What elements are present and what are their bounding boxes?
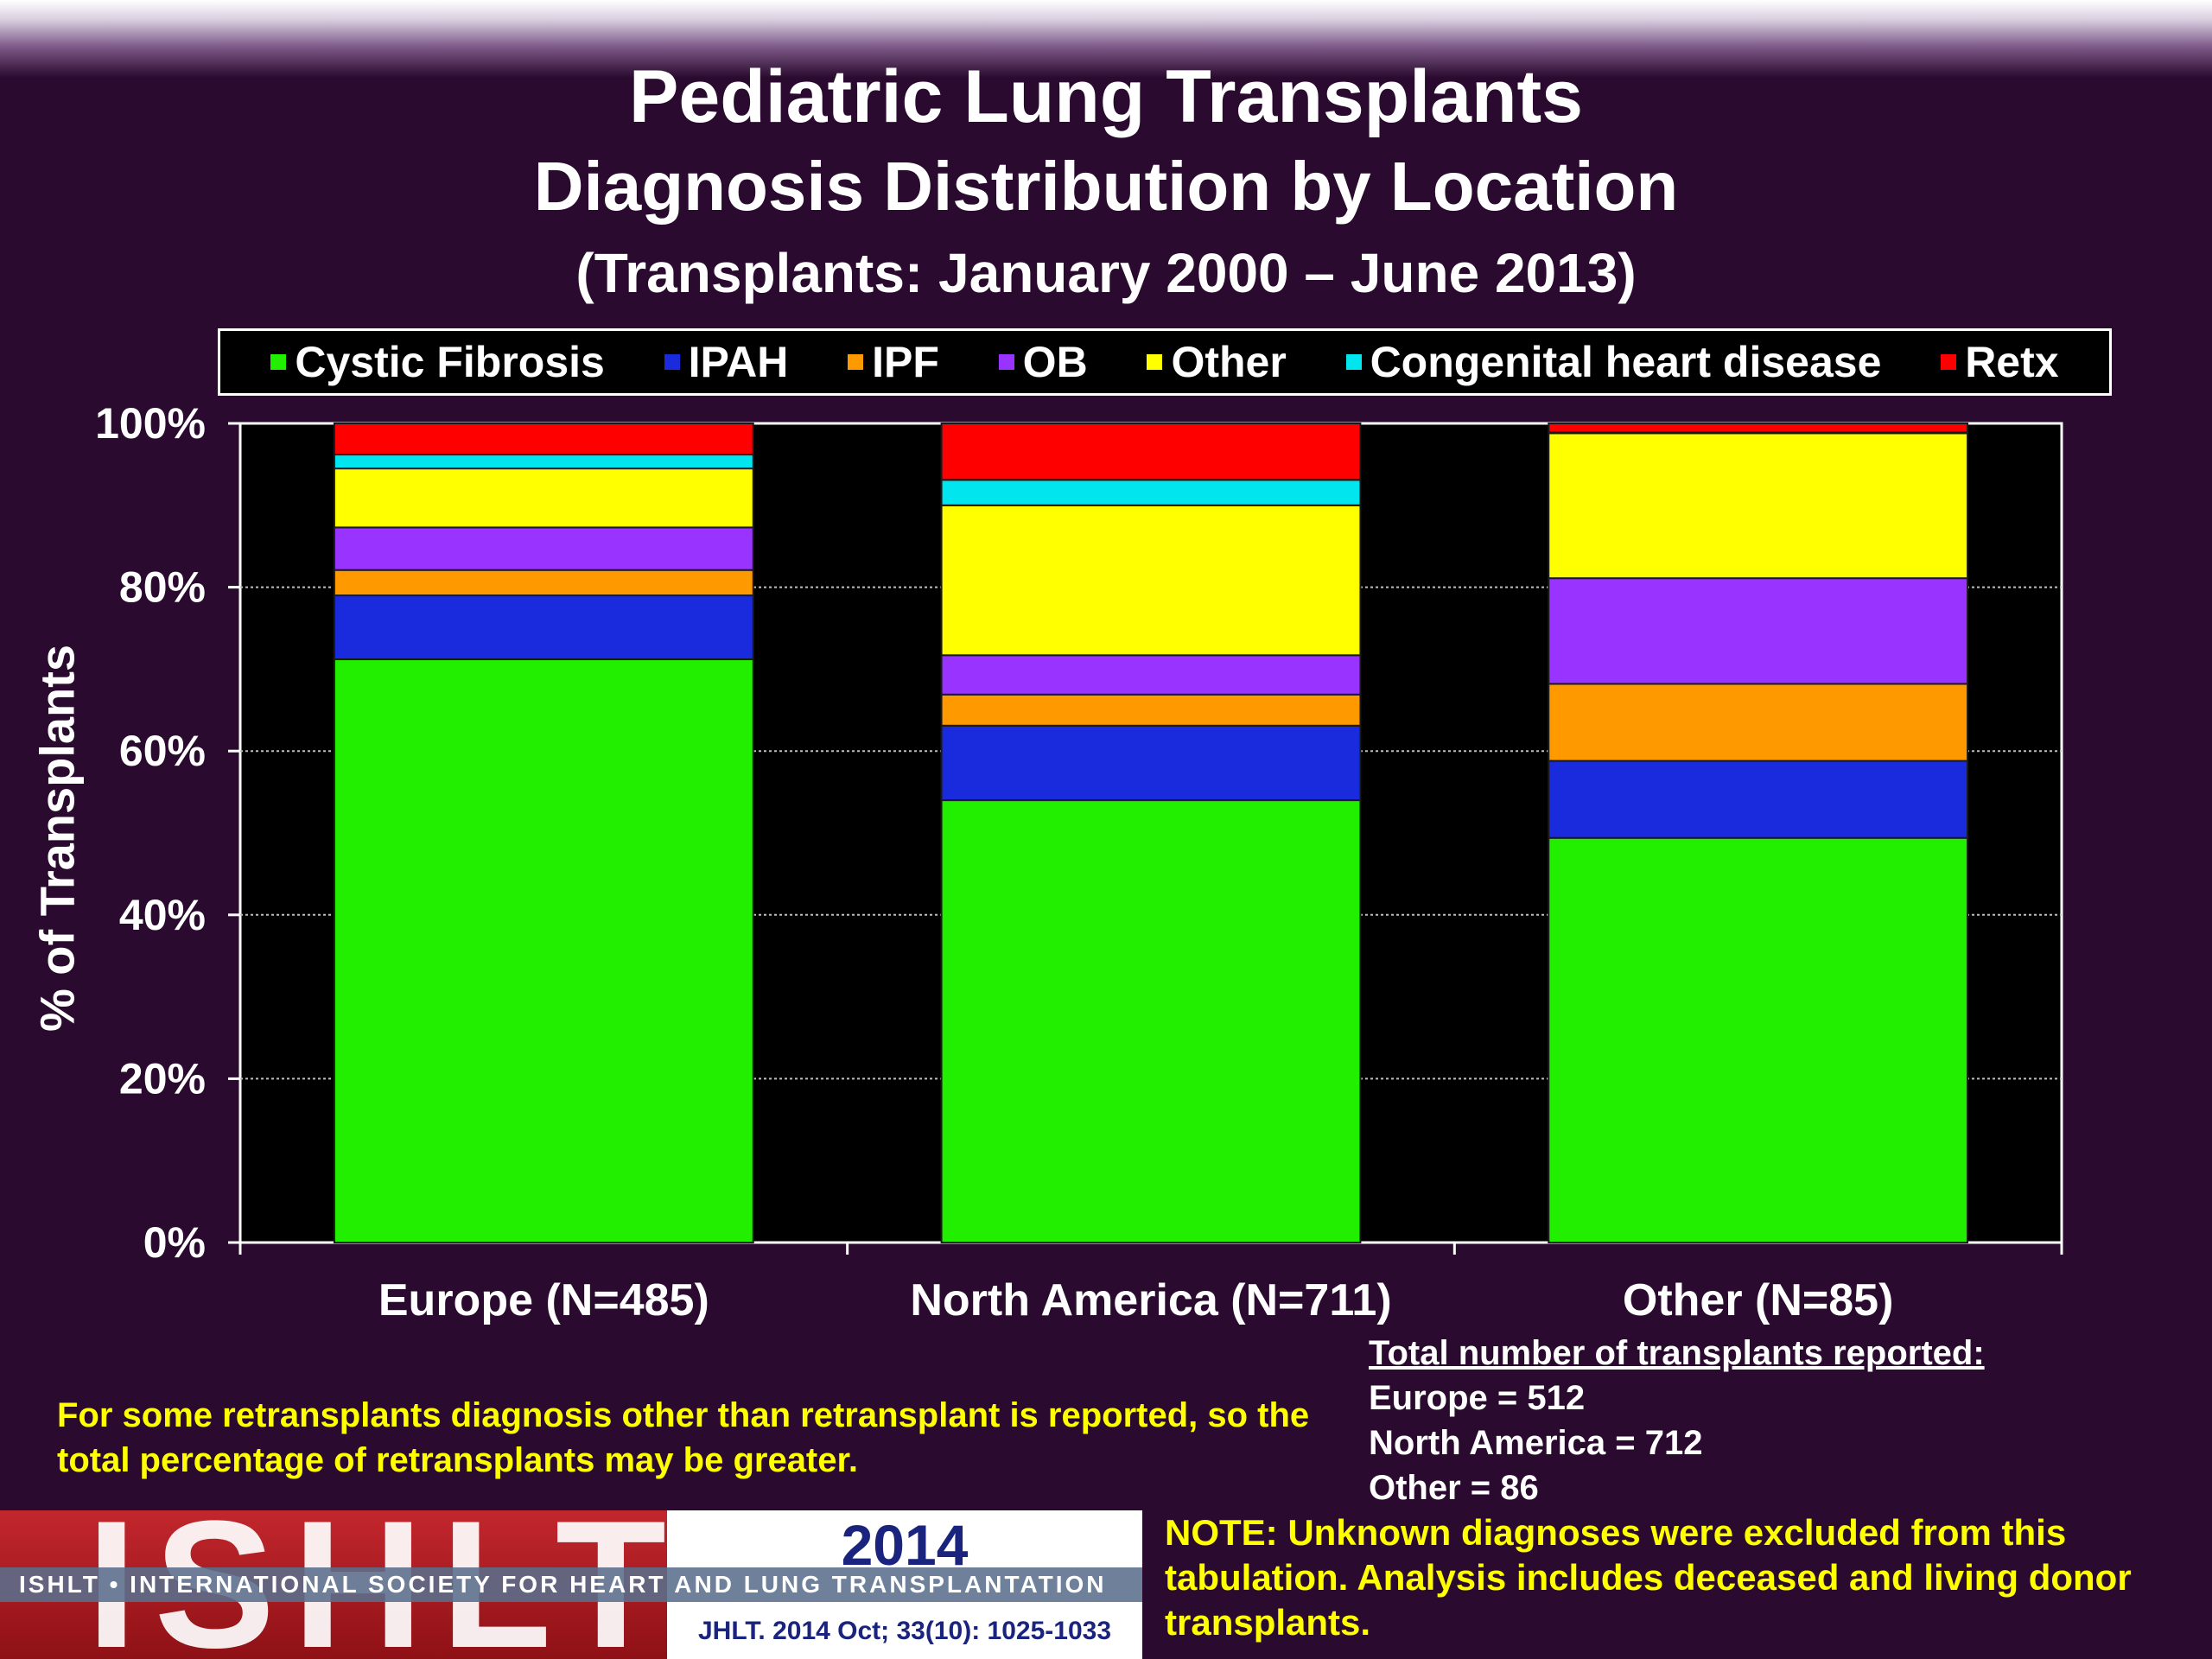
bar-segment-ob xyxy=(940,654,1362,696)
x-category-label: Other (N=85) xyxy=(1623,1275,1894,1325)
bar-segment-ipah xyxy=(1548,760,1969,839)
legend-label: Cystic Fibrosis xyxy=(295,338,605,386)
y-tick-label: 60% xyxy=(119,727,206,775)
y-tick-label: 40% xyxy=(119,891,206,939)
legend-item-ipf: IPF xyxy=(848,337,939,387)
bar-segment-cystic-fibrosis xyxy=(940,799,1362,1244)
legend-label: Congenital heart disease xyxy=(1370,338,1882,386)
bar-segment-congenital-heart-disease xyxy=(333,454,754,470)
retransplant-note: For some retransplants diagnosis other t… xyxy=(57,1396,1310,1479)
bar-segment-retx xyxy=(940,423,1362,481)
y-tick-label: 0% xyxy=(143,1218,206,1267)
totals-block: Total number of transplants reported: Eu… xyxy=(1369,1331,1985,1510)
bar-segment-other xyxy=(940,504,1362,657)
bar-segment-retx xyxy=(333,423,754,456)
totals-other: Other = 86 xyxy=(1369,1469,1539,1507)
totals-heading: Total number of transplants reported: xyxy=(1369,1334,1985,1372)
bar-segment-congenital-heart-disease xyxy=(940,479,1362,506)
title-line-1: Pediatric Lung Transplants xyxy=(629,55,1583,138)
y-tick-label: 100% xyxy=(95,399,206,448)
y-tick-label: 20% xyxy=(119,1054,206,1103)
legend-item-cystic-fibrosis: Cystic Fibrosis xyxy=(270,337,605,387)
bar-segment-other xyxy=(333,467,754,529)
bar-segment-ipah xyxy=(940,724,1362,802)
legend-label: IPF xyxy=(872,338,939,386)
bar-segment-other xyxy=(1548,432,1969,580)
title-line-3: (Transplants: January 2000 – June 2013) xyxy=(575,242,1637,304)
totals-europe: Europe = 512 xyxy=(1369,1379,1586,1417)
legend-swatch xyxy=(1345,354,1362,370)
legend-item-ob: OB xyxy=(998,337,1088,387)
bar-segment-ipf xyxy=(940,693,1362,727)
legend-swatch xyxy=(848,354,864,370)
logo-citation: JHLT. 2014 Oct; 33(10): 1025-1033 xyxy=(697,1617,1112,1645)
logo-society-strip: ISHLT • INTERNATIONAL SOCIETY FOR HEART … xyxy=(0,1567,1142,1602)
legend-item-congenital-heart-disease: Congenital heart disease xyxy=(1345,337,1882,387)
top-gradient-band xyxy=(0,0,2212,78)
legend-swatch xyxy=(1941,354,1957,370)
legend-item-other: Other xyxy=(1147,337,1287,387)
bar-segment-ipf xyxy=(1548,683,1969,762)
title-line-2: Diagnosis Distribution by Location xyxy=(533,148,1679,225)
bar-segment-ob xyxy=(1548,577,1969,685)
legend-swatch xyxy=(1147,354,1163,370)
stacked-bar-chart: 0% 20% 40% 60% 80% 100% Europe (N=485) North Am… xyxy=(95,399,2063,1325)
chart-legend: Cystic Fibrosis IPAH IPF OB Other Congenital … xyxy=(218,328,2112,396)
bar-segment-ob xyxy=(333,526,754,571)
bar-segment-ipah xyxy=(333,594,754,661)
legend-label: Other xyxy=(1171,338,1287,386)
chart-title: Pediatric Lung Transplants Diagnosis Dis… xyxy=(0,52,2212,315)
y-tick-label: 80% xyxy=(119,563,206,612)
legend-swatch xyxy=(998,354,1014,370)
legend-label: OB xyxy=(1022,338,1088,386)
logo-year: 2014 xyxy=(841,1513,969,1577)
bar-segment-retx xyxy=(1548,423,1969,434)
bar-segment-cystic-fibrosis xyxy=(1548,836,1969,1243)
legend-swatch xyxy=(664,354,680,370)
legend-label: IPAH xyxy=(688,338,789,386)
bar-segment-cystic-fibrosis xyxy=(333,658,754,1243)
x-category-label: Europe (N=485) xyxy=(378,1275,709,1325)
legend-item-ipah: IPAH xyxy=(664,337,789,387)
legend-label: Retx xyxy=(1965,338,2059,386)
x-category-label: North America (N=711) xyxy=(910,1275,1391,1325)
legend-swatch xyxy=(270,354,287,370)
bar-segment-ipf xyxy=(333,569,754,597)
totals-north-america: North America = 712 xyxy=(1369,1424,1703,1462)
legend-item-retx: Retx xyxy=(1941,337,2059,387)
ishlt-logo: ISHLT 2014 ISHLT • INTERNATIONAL SOCIETY… xyxy=(0,1510,1142,1659)
unknown-diagnoses-note: NOTE: Unknown diagnoses were excluded fr… xyxy=(1165,1512,2132,1643)
